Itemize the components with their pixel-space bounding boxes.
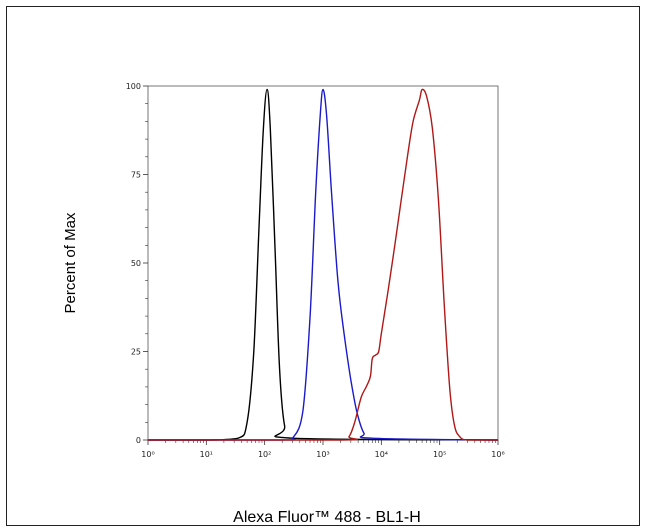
x-tick-label: 10⁰: [141, 450, 154, 459]
x-axis-title: Alexa Fluor™ 488 - BL1-H: [233, 509, 421, 526]
y-tick-label: 75: [131, 171, 141, 180]
x-tick-label: 10⁶: [491, 450, 504, 459]
y-axis-title: Percent of Max: [62, 212, 79, 313]
x-axis: 10⁰ 10¹ 10² 10³ 10⁴ 10⁵ 10⁶: [141, 440, 505, 459]
series-layer: [148, 88, 499, 441]
x-tick-label: 10¹: [200, 450, 213, 459]
y-tick-label: 50: [131, 259, 141, 268]
plot-area: [147, 85, 499, 441]
y-tick-label: 100: [126, 82, 141, 91]
x-tick-label: 10²: [258, 450, 271, 459]
y-tick-label: 25: [131, 348, 141, 357]
histogram-series-2: [148, 88, 499, 441]
y-axis: 0 25 50 75 100: [126, 82, 148, 445]
x-tick-label: 10³: [316, 450, 329, 459]
x-tick-label: 10⁵: [433, 450, 446, 459]
y-tick-label: 0: [136, 436, 141, 445]
histogram-series-3: [148, 88, 498, 441]
x-tick-label: 10⁴: [375, 450, 388, 459]
histogram-series-1: [148, 88, 499, 441]
